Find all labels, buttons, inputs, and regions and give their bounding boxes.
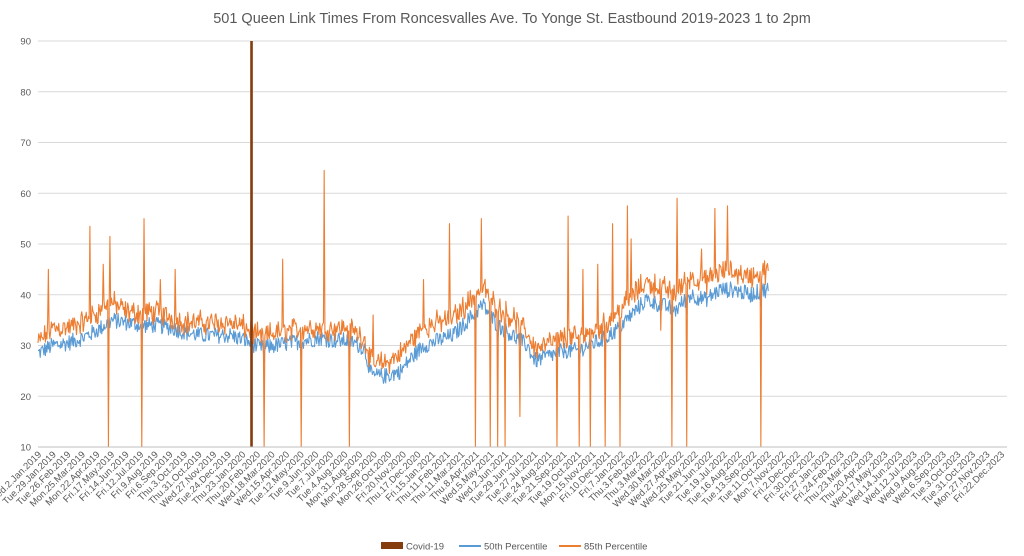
- y-axis-ticks: 10 20 30 40 50 60 70 80 90: [20, 37, 31, 454]
- y-tick-label: 40: [20, 290, 31, 301]
- y-tick-label: 10: [20, 443, 31, 454]
- y-tick-label: 50: [20, 240, 31, 251]
- series-50th-percentile-line: [37, 281, 769, 384]
- series-85th-percentile-line: [37, 169, 769, 448]
- y-tick-label: 60: [20, 189, 31, 200]
- legend-swatch-covid-19: [381, 542, 403, 549]
- y-tick-label: 80: [20, 87, 31, 98]
- y-tick-label: 70: [20, 138, 31, 149]
- legend-label: 50th Percentile: [484, 542, 547, 553]
- legend: Covid-19 50th Percentile 85th Percentile: [381, 542, 647, 553]
- series-layer: [37, 41, 769, 448]
- chart-title: 501 Queen Link Times From Roncesvalles A…: [213, 11, 811, 27]
- legend-label: 85th Percentile: [584, 542, 647, 553]
- y-tick-label: 90: [20, 37, 31, 48]
- x-axis-ticks: Wed.2.Jan.2019Tue.29.Jan.2019Tue.26.Feb.…: [0, 449, 1007, 511]
- legend-label: Covid-19: [406, 542, 444, 553]
- covid-19-bar: [250, 41, 253, 447]
- gridlines: [38, 40, 1007, 397]
- y-tick-label: 30: [20, 341, 31, 352]
- y-tick-label: 20: [20, 392, 31, 403]
